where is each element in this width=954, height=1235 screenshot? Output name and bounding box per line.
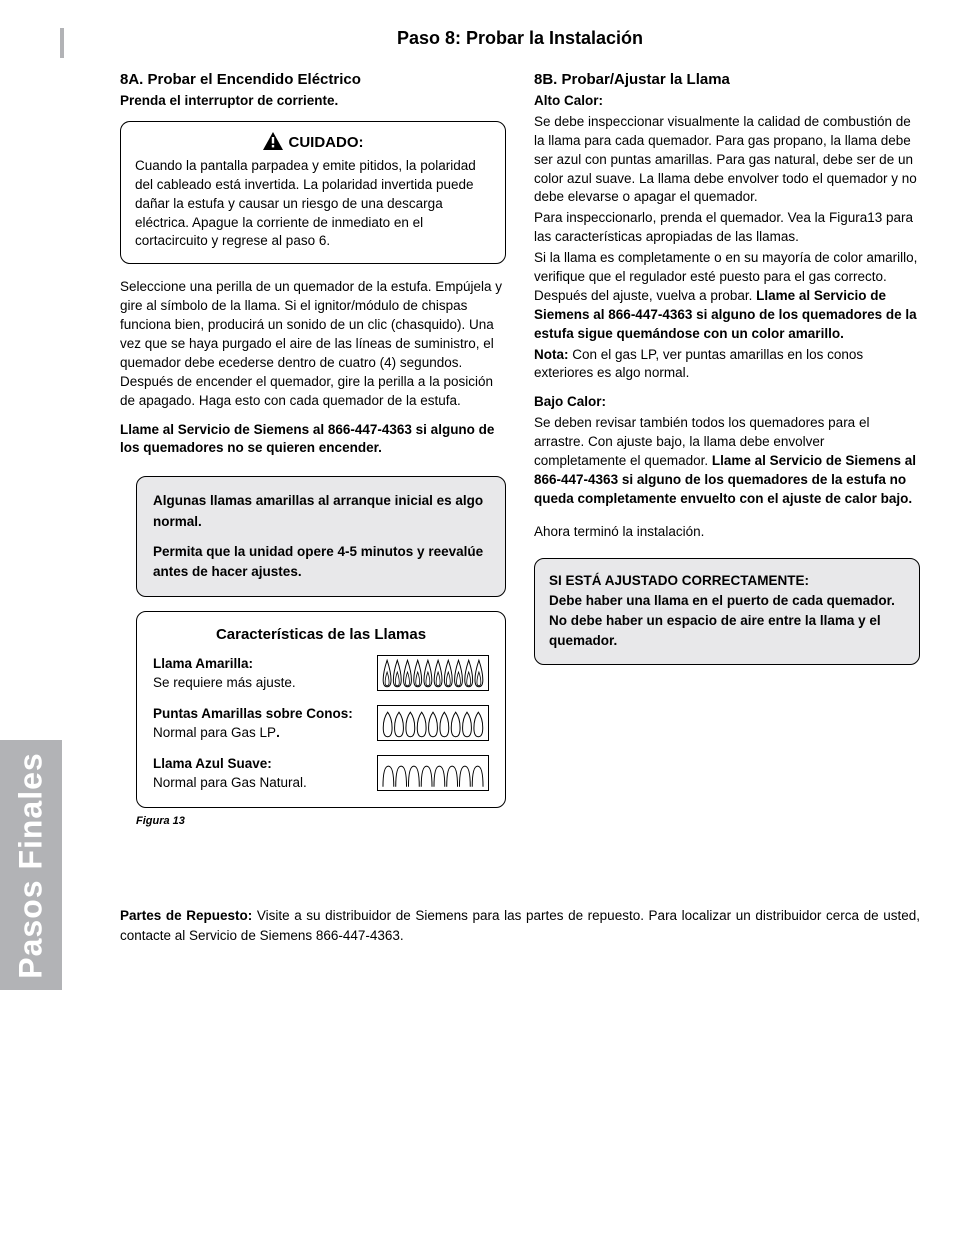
section-8b-head: 8B. Probar/Ajustar la Llama: [534, 69, 920, 90]
para-8a-1-bold: Llame al Servicio de Siemens al 866-447-…: [120, 421, 506, 459]
correct-line-3: No debe haber un espacio de aire entre l…: [549, 611, 905, 652]
figure-13-caption: Figura 13: [136, 814, 506, 829]
note-text: Con el gas LP, ver puntas amarillas en l…: [534, 347, 863, 381]
para-8a-1: Seleccione una perilla de un quemador de…: [120, 278, 506, 410]
high-heat-label: Alto Calor:: [534, 92, 920, 111]
low-heat-label: Bajo Calor:: [534, 393, 920, 412]
note-line-1: Algunas llamas amarillas al arranque ini…: [153, 491, 489, 532]
para-8a-1-text: Seleccione una perilla de un quemador de…: [120, 279, 502, 407]
parts-label: Partes de Repuesto:: [120, 908, 252, 923]
flame-tips-text: Puntas Amarillas sobre Conos: Normal par…: [153, 705, 377, 743]
flame-tips-icon: [382, 708, 484, 738]
para-note: Nota: Con el gas LP, ver puntas amarilla…: [534, 346, 920, 384]
para-low: Se deben revisar también todos los quema…: [534, 414, 920, 508]
section-8a-sub: Prenda el interruptor de corriente.: [120, 92, 506, 111]
flame-row-yellow: Llama Amarilla: Se requiere más ajuste.: [153, 655, 489, 693]
caution-body: Cuando la pantalla parpadea y emite piti…: [135, 157, 491, 251]
flame-yellow-desc: Se requiere más ajuste.: [153, 675, 296, 690]
flame-blue-label: Llama Azul Suave:: [153, 756, 272, 771]
page-title: Paso 8: Probar la Instalación: [120, 28, 920, 49]
page-content: Paso 8: Probar la Instalación 8A. Probar…: [120, 28, 920, 829]
two-columns: 8A. Probar el Encendido Eléctrico Prenda…: [120, 69, 920, 829]
side-divider: [60, 28, 64, 58]
correct-line-1: SI ESTÁ AJUSTADO CORRECTAMENTE:: [549, 571, 905, 591]
replacement-parts-note: Partes de Repuesto: Visite a su distribu…: [120, 906, 920, 945]
caution-label: CUIDADO:: [289, 134, 364, 151]
flame-row-tips: Puntas Amarillas sobre Conos: Normal par…: [153, 705, 489, 743]
side-tab-label: Pasos Finales: [13, 752, 50, 978]
flame-row-blue: Llama Azul Suave: Normal para Gas Natura…: [153, 755, 489, 793]
flame-characteristics-box: Características de las Llamas Llama Amar…: [136, 611, 506, 807]
flame-tips-figure: [377, 705, 489, 741]
right-column: 8B. Probar/Ajustar la Llama Alto Calor: …: [534, 69, 920, 829]
flame-tips-desc: Normal para Gas LP.: [153, 725, 280, 740]
note-label: Nota:: [534, 347, 569, 362]
caution-box: CUIDADO: Cuando la pantalla parpadea y e…: [120, 121, 506, 264]
warning-icon: [263, 132, 283, 150]
flame-blue-figure: [377, 755, 489, 791]
note-line-2: Permita que la unidad opere 4-5 minutos …: [153, 542, 489, 583]
correctly-adjusted-box: SI ESTÁ AJUSTADO CORRECTAMENTE: Debe hab…: [534, 558, 920, 665]
side-tab: Pasos Finales: [0, 740, 62, 990]
para-8b-1: Se debe inspeccionar visualmente la cali…: [534, 113, 920, 207]
flame-yellow-label: Llama Amarilla:: [153, 656, 253, 671]
flame-yellow-figure: [377, 655, 489, 691]
flame-box-title: Características de las Llamas: [153, 624, 489, 645]
flame-yellow-text: Llama Amarilla: Se requiere más ajuste.: [153, 655, 377, 693]
flame-blue-desc: Normal para Gas Natural.: [153, 775, 307, 790]
flame-blue-text: Llama Azul Suave: Normal para Gas Natura…: [153, 755, 377, 793]
caution-title: CUIDADO:: [135, 132, 491, 153]
correct-line-2: Debe haber una llama en el puerto de cad…: [549, 591, 905, 611]
section-8a-head: 8A. Probar el Encendido Eléctrico: [120, 69, 506, 90]
para-done: Ahora terminó la instalación.: [534, 523, 920, 542]
flame-yellow-icon: [382, 658, 484, 688]
left-column: 8A. Probar el Encendido Eléctrico Prenda…: [120, 69, 506, 829]
flame-blue-icon: [382, 758, 484, 788]
para-8b-3: Si la llama es completamente o en su may…: [534, 249, 920, 343]
para-8b-2: Para inspeccionarlo, prenda el quemador.…: [534, 209, 920, 247]
yellow-flame-note: Algunas llamas amarillas al arranque ini…: [136, 476, 506, 597]
flame-tips-label: Puntas Amarillas sobre Conos:: [153, 706, 353, 721]
